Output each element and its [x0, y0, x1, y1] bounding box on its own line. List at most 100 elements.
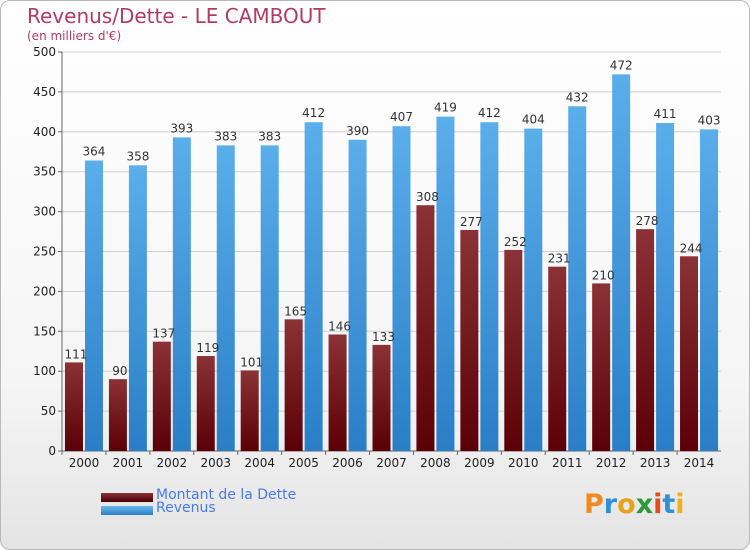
bar-dette	[548, 266, 567, 451]
proxiti-logo: Proxiti	[584, 489, 685, 520]
data-label-revenus: 412	[478, 106, 501, 120]
bar-revenus	[128, 165, 147, 452]
data-label-revenus: 432	[566, 90, 589, 104]
x-tick-label: 2004	[244, 456, 275, 470]
data-label-revenus: 407	[390, 110, 413, 124]
data-label-revenus: 472	[610, 58, 633, 72]
bar-revenus	[480, 122, 499, 451]
bar-revenus	[700, 129, 719, 451]
data-label-revenus: 419	[434, 101, 457, 115]
data-label-revenus: 404	[522, 113, 545, 127]
x-tick-label: 2001	[113, 456, 144, 470]
bar-revenus	[392, 126, 411, 452]
bars	[64, 74, 719, 452]
x-tick-label: 2003	[200, 456, 231, 470]
logo-letter: i	[653, 489, 663, 520]
data-labels: 111 364 90 358 137 393 119 383 101 383 165 412 146 39…	[65, 58, 721, 378]
x-tick-label: 2013	[640, 456, 671, 470]
y-tick-label: 450	[33, 85, 56, 99]
chart-title: Revenus/Dette - LE CAMBOUT	[27, 4, 326, 28]
bar-dette	[284, 319, 303, 451]
bar-revenus	[348, 139, 367, 451]
legend-swatch-revenus	[101, 506, 153, 515]
bar-dette	[108, 379, 127, 451]
grid-lines	[62, 51, 721, 412]
x-tick-label: 2014	[684, 456, 715, 470]
data-label-revenus: 393	[170, 121, 193, 135]
data-label-dette: 231	[548, 252, 571, 266]
y-tick-label: 50	[41, 404, 56, 418]
y-tick-label: 0	[48, 444, 56, 458]
bar-dette	[240, 370, 259, 451]
bar-dette	[64, 362, 83, 451]
bar-revenus	[568, 106, 587, 451]
bar-revenus	[172, 137, 191, 452]
data-label-revenus: 403	[698, 113, 721, 127]
logo-letter: i	[675, 489, 685, 520]
x-tick-label: 2006	[332, 456, 363, 470]
x-tick-label: 2007	[376, 456, 407, 470]
y-tick-label: 200	[33, 284, 56, 298]
data-label-dette: 137	[152, 327, 175, 341]
data-label-dette: 119	[196, 341, 219, 355]
x-tick-label: 2010	[508, 456, 539, 470]
bar-revenus	[304, 122, 323, 451]
legend-swatch-dette	[101, 493, 153, 502]
y-tick-label: 250	[33, 245, 56, 259]
logo-letter: x	[635, 489, 654, 520]
axes: 0 50 100 150 200 250 300 350 400 450 500 2000 2001 20…	[33, 45, 721, 470]
data-label-dette: 133	[372, 330, 395, 344]
bar-revenus	[84, 160, 103, 451]
logo-letter: P	[584, 489, 604, 520]
data-label-dette: 111	[65, 347, 88, 361]
bar-revenus	[436, 116, 455, 451]
logo-letter: t	[662, 489, 676, 520]
data-label-dette: 277	[460, 215, 483, 229]
data-label-dette: 90	[112, 364, 127, 378]
legend-label-dette: Montant de la Dette	[156, 487, 297, 503]
x-tick-label: 2012	[596, 456, 627, 470]
bar-dette	[680, 256, 699, 451]
data-label-dette: 101	[240, 355, 263, 369]
bar-dette	[636, 229, 655, 451]
y-tick-label: 300	[33, 205, 56, 219]
bar-dette	[460, 229, 479, 451]
y-tick-label: 500	[33, 45, 56, 59]
data-label-revenus: 364	[83, 145, 106, 159]
data-label-dette: 252	[504, 235, 527, 249]
data-label-revenus: 383	[258, 129, 281, 143]
data-label-revenus: 358	[126, 149, 149, 163]
data-label-revenus: 411	[654, 107, 677, 121]
bar-revenus	[524, 128, 543, 451]
logo-letter: o	[617, 489, 636, 520]
bar-dette	[372, 344, 391, 451]
bar-revenus	[656, 123, 675, 451]
y-tick-label: 100	[33, 364, 56, 378]
bar-revenus	[216, 145, 235, 451]
x-tick-label: 2002	[157, 456, 188, 470]
data-label-dette: 278	[636, 214, 659, 228]
legend-label-revenus: Revenus	[156, 500, 216, 516]
data-label-dette: 165	[284, 304, 307, 318]
data-label-dette: 146	[328, 319, 351, 333]
y-tick-label: 400	[33, 125, 56, 139]
x-tick-label: 2011	[552, 456, 583, 470]
bar-dette	[504, 249, 523, 451]
data-label-dette: 308	[416, 190, 439, 204]
bar-dette	[328, 334, 347, 451]
x-tick-label: 2008	[420, 456, 451, 470]
data-label-revenus: 390	[346, 124, 369, 138]
x-tick-label: 2009	[464, 456, 495, 470]
bar-dette	[196, 356, 215, 451]
data-label-dette: 244	[680, 241, 703, 255]
bar-dette	[152, 341, 171, 451]
x-tick-label: 2000	[69, 456, 100, 470]
bar-dette	[416, 205, 435, 451]
x-tick-label: 2005	[288, 456, 319, 470]
bar-dette	[592, 283, 611, 451]
bar-revenus	[612, 74, 631, 452]
chart-subtitle: (en milliers d'€)	[27, 29, 122, 43]
y-tick-label: 350	[33, 165, 56, 179]
